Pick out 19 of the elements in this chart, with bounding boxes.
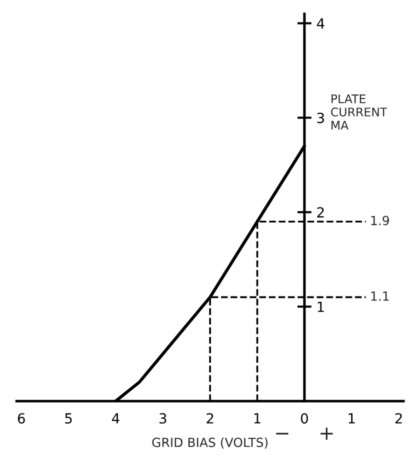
x-tick-label: 2 <box>395 413 402 424</box>
x-tick-label: 1 <box>348 413 355 424</box>
text: + <box>320 428 333 440</box>
x-tick-label: 1 <box>254 413 260 424</box>
x-tick-label: 2 <box>206 413 214 424</box>
x-tick-label: 0 <box>300 413 308 424</box>
x-axis-title: GRID BIAS (VOLTS) <box>152 437 268 449</box>
y-tick-label: 2 <box>317 207 324 218</box>
y-tick-label: 1 <box>318 302 324 312</box>
text: − <box>276 432 288 434</box>
x-tick-label: 5 <box>65 413 72 424</box>
annotation: 1.9 <box>371 216 389 226</box>
y-tick-label: 3 <box>317 112 324 124</box>
x-tick-label: 6 <box>18 413 25 424</box>
y-tick-label: 4 <box>316 18 324 29</box>
annotation: 1.1 <box>371 292 389 301</box>
x-tick-label: 4 <box>112 413 120 424</box>
x-tick-label: 3 <box>160 413 166 424</box>
y-axis-title: PLATE CURRENT MA <box>331 94 388 130</box>
